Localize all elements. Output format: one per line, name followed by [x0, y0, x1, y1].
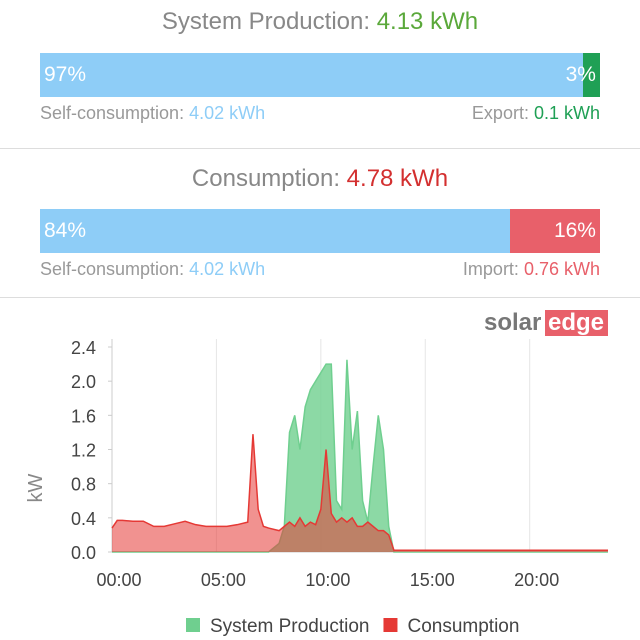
- legend-label: Consumption: [407, 616, 519, 637]
- consumption-header: Consumption: 4.78 kWh: [0, 165, 640, 193]
- total: 4.78 kWh: [346, 165, 449, 192]
- label: Import:: [462, 259, 519, 279]
- y-tick-label: 2.0: [71, 372, 96, 392]
- title: Consumption:: [191, 165, 340, 192]
- right-info: Import: 0.76 kWh: [463, 259, 600, 280]
- percent-label: 3%: [565, 63, 596, 86]
- logo-box: [545, 310, 608, 336]
- production-header: System Production: 4.13 kWh: [0, 8, 640, 36]
- title: System Production:: [161, 8, 371, 35]
- y-tick-label: 0.0: [71, 543, 96, 563]
- bar-segment: 16%: [510, 209, 600, 253]
- left-info: Self-consumption: 4.02 kWh: [40, 103, 265, 124]
- value: 4.02 kWh: [189, 103, 266, 123]
- x-tick-label: 10:00: [305, 570, 350, 590]
- legend-label: System Production: [210, 616, 369, 637]
- area-line: [111, 434, 608, 552]
- consumption-section: Consumption: 4.78 kWh 84% 16% Self-consum…: [0, 149, 640, 298]
- x-tick-label: 15:00: [410, 570, 455, 590]
- right-info: Export: 0.1 kWh: [472, 103, 600, 124]
- bar-segment: 97%: [40, 53, 584, 97]
- x-tick-label: 05:00: [201, 570, 246, 590]
- legend-swatch: [186, 618, 200, 632]
- left-info: Self-consumption: 4.02 kWh: [40, 259, 265, 280]
- x-tick-label: 20:00: [514, 570, 559, 590]
- legend-swatch: [383, 618, 398, 632]
- production-section: System Production: 4.13 kWh 97% 3% Self-c…: [0, 0, 640, 149]
- y-tick-label: 1.6: [71, 406, 96, 426]
- value: 0.1 kWh: [533, 103, 600, 123]
- y-tick-label: 0.8: [71, 475, 96, 495]
- value: 0.76 kWh: [523, 259, 600, 279]
- percent-bar: 97% 3%: [40, 53, 600, 97]
- bar-segment: 3%: [566, 53, 600, 97]
- area-fill: [112, 434, 608, 552]
- label: Self-consumption:: [40, 259, 185, 279]
- y-tick-label: 2.4: [71, 338, 96, 358]
- y-tick-label: 0.4: [71, 509, 96, 529]
- label: Self-consumption:: [40, 103, 185, 123]
- percent-label: 16%: [553, 219, 596, 242]
- bar-segment: 84%: [40, 209, 511, 253]
- x-tick-label: 00:00: [96, 570, 141, 590]
- percent-label: 97%: [44, 63, 87, 86]
- percent-bar: 84% 16%: [40, 209, 600, 253]
- y-axis-label: kW: [25, 473, 47, 502]
- logo-solar: solar: [484, 309, 541, 336]
- total: 4.13 kWh: [376, 8, 479, 35]
- logo-edge: edge: [548, 309, 604, 336]
- label: Export:: [471, 103, 529, 123]
- chart: solar edge kW 00:00 05:00 10:00 15:00 20:00 0…: [25, 309, 608, 637]
- y-tick-label: 1.2: [71, 441, 96, 461]
- value: 4.02 kWh: [189, 259, 266, 279]
- percent-label: 84%: [44, 219, 87, 242]
